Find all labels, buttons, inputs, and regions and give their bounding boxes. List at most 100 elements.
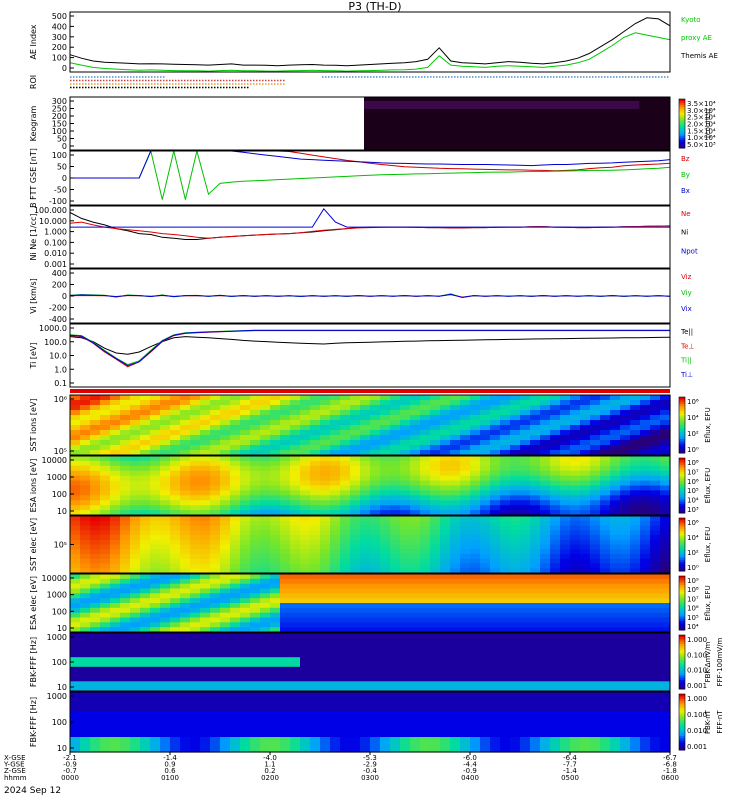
sst_elec-cell: [310, 558, 321, 565]
esa_elec-cell: [270, 598, 281, 604]
fbk_e-cell: [520, 642, 531, 649]
esa_ion-cell: [620, 456, 631, 462]
sst_elec-cell: [590, 530, 601, 536]
sst_ion-cell: [590, 435, 601, 441]
fbk_b-cell: [660, 702, 671, 708]
sst_ion-cell: [370, 415, 381, 421]
sst_ion-cell: [570, 420, 581, 426]
sst_ion-cell: [200, 440, 211, 446]
esa_ion-cell: [490, 460, 501, 467]
esa_elec-cell: [210, 598, 221, 604]
fbk_e-cell: [110, 671, 121, 678]
sst_ion-cell: [570, 450, 581, 456]
esa_elec-cell: [530, 583, 541, 590]
esa_ion-cell: [260, 490, 271, 496]
fbk_b-cell: [210, 732, 221, 738]
esa_elec-cell: [410, 612, 421, 619]
sst_elec-cell: [630, 549, 641, 555]
sst_elec-cell: [550, 554, 561, 560]
sst_ion-colorbar-cell: [679, 432, 685, 435]
fbk_e-cell: [80, 676, 91, 682]
fbk_b-cell: [190, 702, 201, 708]
esa_ion-cell: [250, 490, 261, 496]
esa_elec-cell: [500, 588, 511, 594]
sst_elec-cell: [330, 563, 341, 569]
fbk_e-cell: [480, 657, 491, 663]
xaxis-tick-label: -0.4: [363, 767, 377, 775]
fbk_b-cell: [320, 712, 331, 718]
fbk_e-cell: [470, 657, 481, 663]
esa_ion-cell: [270, 475, 281, 482]
esa_elec-cell: [370, 583, 381, 590]
esa_ion-cell: [660, 500, 671, 506]
esa_elec-cell: [320, 598, 331, 604]
fbk_e-cell: [550, 657, 561, 663]
esa_elec-cell: [180, 607, 191, 614]
sst_elec-colorbar-cell: [679, 553, 685, 557]
esa_ion-cell: [460, 500, 471, 506]
esa_ion-cell: [100, 505, 111, 511]
esa_elec-colorbar-cell: [679, 612, 685, 615]
sst_ion-cell: [310, 410, 321, 416]
esa_ion-cell: [230, 475, 241, 482]
esa_elec-cell: [80, 588, 91, 594]
esa_ion-cell: [370, 505, 381, 511]
fbk_e-cell: [120, 652, 131, 658]
sst_elec-cell: [530, 558, 541, 565]
sst_ion-cell: [270, 445, 281, 451]
sst_ion-cell: [590, 445, 601, 451]
fbk_b-cell: [130, 732, 141, 738]
fbk_b-cell: [380, 707, 391, 713]
sst_ion-cell: [630, 405, 641, 411]
sst_ion-cell: [570, 440, 581, 446]
sst_elec-cell: [430, 520, 441, 527]
sst_elec-cell: [440, 563, 451, 569]
esa_elec-cell: [340, 598, 351, 604]
sst_elec-cell: [110, 520, 121, 527]
fbk_e-cell: [90, 637, 101, 644]
fbk_e-cell: [630, 671, 641, 678]
sst_ion-cell: [100, 445, 111, 451]
sst_ion-cell: [160, 425, 171, 431]
sst_elec-cell: [280, 544, 291, 550]
sst_elec-colorbar-cell: [679, 542, 685, 545]
sst_ion-cell: [250, 420, 261, 426]
sst_elec-cell: [460, 539, 471, 546]
fbk_e-cell: [480, 662, 491, 668]
esa_elec-cell: [230, 612, 241, 619]
sst_elec-cell: [490, 563, 501, 569]
sst_elec-cell: [480, 568, 491, 574]
fbk_e-cell: [600, 652, 611, 658]
esa_ion-cell: [150, 490, 161, 496]
esa_ion-cell: [400, 480, 411, 487]
fbk_e-cell: [180, 666, 191, 673]
esa_elec-cell: [280, 578, 291, 585]
sst_ion-cell: [560, 420, 571, 426]
sst_ion-cell: [420, 430, 431, 436]
fbk_e-cell: [290, 657, 301, 663]
esa_elec-cell: [400, 598, 411, 604]
esa_elec-cell: [110, 583, 121, 590]
esa_ion-cell: [570, 475, 581, 482]
sst_elec-cell: [620, 520, 631, 527]
esa_elec-cell: [540, 603, 551, 609]
esa_ion-cell: [370, 456, 381, 462]
fbk_b-cell: [460, 722, 471, 728]
sst_elec-cell: [390, 530, 401, 536]
sst_ion-cell: [150, 400, 161, 406]
fbk_e-cell: [460, 686, 471, 692]
sst_ion-cell: [360, 405, 371, 411]
fbk_b-cell: [280, 747, 291, 753]
fbk_e-cell: [510, 666, 521, 673]
sst_elec-cell: [590, 544, 601, 550]
sst_elec-cell: [580, 520, 591, 527]
fbk_b-cell: [220, 707, 231, 713]
fbk_e-cell: [470, 676, 481, 682]
esa_elec-cell: [280, 593, 291, 599]
fbk_b-cell: [310, 737, 321, 743]
esa_elec-colorbar-cell: [679, 594, 685, 597]
sst_elec-colorbar: [678, 517, 686, 572]
esa_elec-cell: [200, 593, 211, 599]
sst_elec-colorbar-cell: [679, 533, 685, 537]
esa_ion-cell: [380, 480, 391, 487]
